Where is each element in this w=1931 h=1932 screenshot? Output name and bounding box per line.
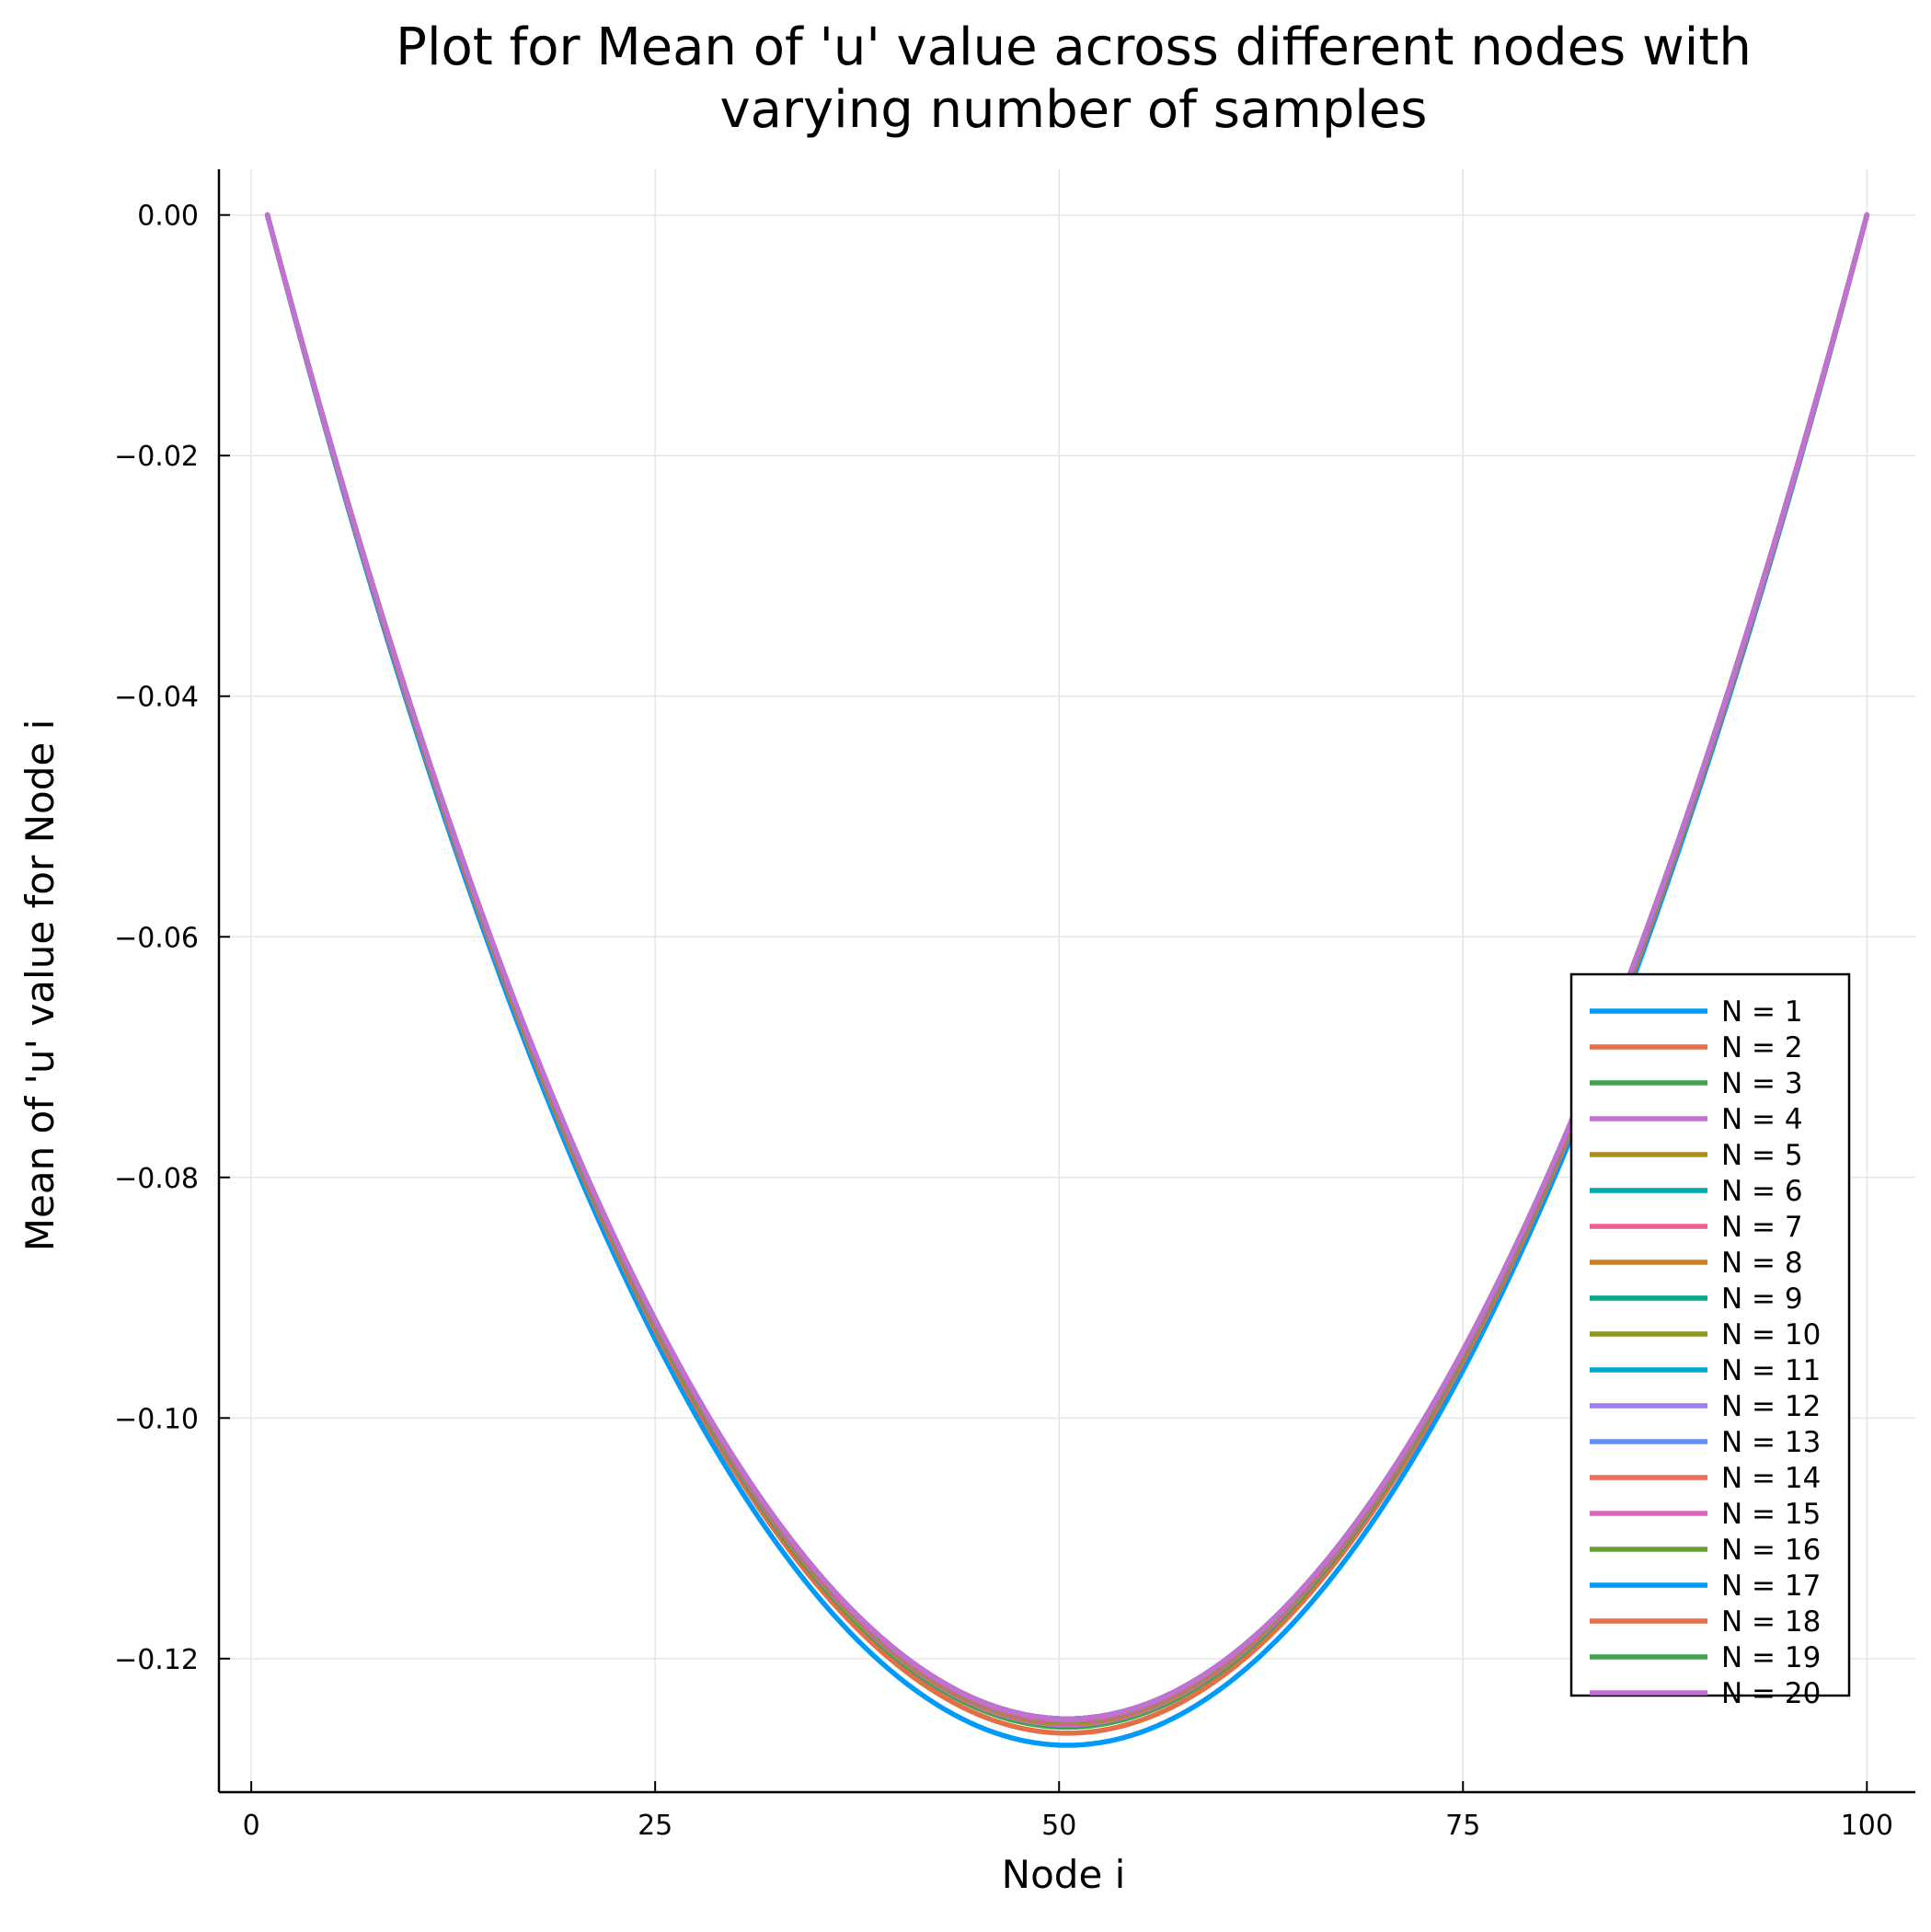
legend-entry-label: N = 7 xyxy=(1721,1211,1803,1244)
legend-entry-label: N = 19 xyxy=(1721,1641,1821,1674)
legend-entry-label: N = 3 xyxy=(1721,1067,1803,1100)
chart-title: Plot for Mean of 'u' value across differ… xyxy=(396,17,1752,140)
legend-entry-label: N = 16 xyxy=(1721,1534,1821,1567)
legend-entry-label: N = 4 xyxy=(1721,1103,1803,1136)
y-tick-label: −0.04 xyxy=(114,682,199,714)
y-tick-label: −0.06 xyxy=(114,922,199,954)
legend-entry-label: N = 11 xyxy=(1721,1354,1821,1387)
x-tick-label: 0 xyxy=(243,1810,260,1842)
legend-entry-label: N = 5 xyxy=(1721,1139,1803,1172)
legend-entry-label: N = 2 xyxy=(1721,1031,1803,1064)
legend-entry-label: N = 18 xyxy=(1721,1605,1821,1639)
x-tick-label: 50 xyxy=(1041,1810,1076,1842)
y-tick-label: −0.12 xyxy=(114,1644,199,1676)
legend-entry-label: N = 14 xyxy=(1721,1462,1821,1495)
legend-entry-label: N = 6 xyxy=(1721,1175,1803,1208)
y-axis-label: Mean of 'u' value for Node i xyxy=(17,719,63,1251)
legend-entry-label: N = 8 xyxy=(1721,1247,1803,1280)
axes xyxy=(217,169,1915,1794)
tick-labels: 0 25 50 75 100 0.00 −0.02 −0.04 −0.06 −0.08 −0.10 −… xyxy=(114,201,1893,1842)
legend-entry-label: N = 15 xyxy=(1721,1498,1821,1531)
legend-entry-label: N = 1 xyxy=(1721,995,1803,1029)
x-axis-label: Node i xyxy=(1002,1852,1126,1897)
y-tick-label: −0.10 xyxy=(114,1403,199,1435)
x-tick-label: 25 xyxy=(638,1810,672,1842)
legend-entry-label: N = 13 xyxy=(1721,1426,1821,1459)
chart-title-line-1: Plot for Mean of 'u' value across differ… xyxy=(396,17,1752,77)
y-tick-label: 0.00 xyxy=(137,201,199,233)
chart-title-line-2: varying number of samples xyxy=(720,80,1428,140)
legend-entry-label: N = 20 xyxy=(1721,1677,1821,1710)
legend-entry-label: N = 17 xyxy=(1721,1570,1821,1603)
legend-entry-label: N = 12 xyxy=(1721,1390,1821,1423)
x-tick-label: 75 xyxy=(1445,1810,1480,1842)
y-tick-label: −0.02 xyxy=(114,441,199,473)
legend-entry-label: N = 10 xyxy=(1721,1318,1821,1351)
legend: N = 1N = 2N = 3N = 4N = 5N = 6N = 7N = 8… xyxy=(1569,972,1851,1710)
y-tick-label: −0.08 xyxy=(114,1163,199,1195)
x-tick-label: 100 xyxy=(1841,1810,1893,1842)
legend-entry-label: N = 9 xyxy=(1721,1282,1803,1316)
